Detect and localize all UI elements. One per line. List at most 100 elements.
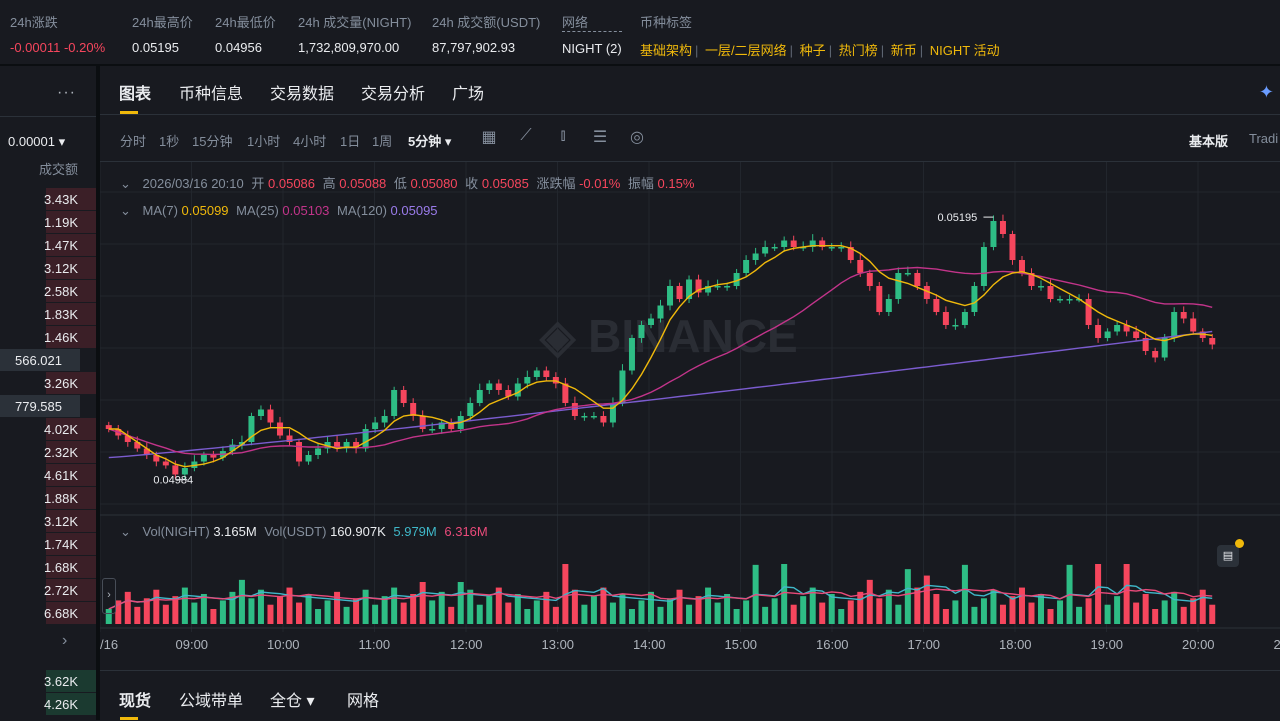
settings-sliders-icon[interactable]: ☰ — [590, 127, 610, 147]
candle-style-icon[interactable]: ⫾ — [553, 127, 573, 147]
tab-coin-info[interactable]: 币种信息 — [179, 80, 243, 104]
tab-trade-analysis[interactable]: 交易分析 — [361, 80, 425, 104]
stat-network[interactable]: 网络 NIGHT (2) — [562, 12, 622, 56]
ai-sparkle-icon[interactable]: ✦ — [1259, 82, 1274, 103]
interval-1s[interactable]: 1秒 — [159, 131, 179, 150]
tag-item[interactable]: 种子 — [800, 43, 826, 58]
precision-select[interactable]: 0.00001 ▾ — [8, 134, 65, 150]
orderbook-row[interactable]: 4.02K — [0, 418, 96, 440]
candle-body — [1209, 338, 1215, 345]
orderbook-amount: 4.26K — [44, 697, 78, 712]
orderbook-row[interactable]: 4.61K — [0, 464, 96, 486]
candle-body — [753, 254, 759, 261]
candle-body — [477, 390, 483, 403]
orderbook-row[interactable]: 3.12K — [0, 510, 96, 532]
orderbook-price[interactable]: 779.585 — [0, 395, 80, 417]
chevron-down-icon[interactable]: ⌄ — [120, 203, 131, 218]
orderbook-row[interactable]: 6.68K — [0, 602, 96, 624]
tag-item[interactable]: NIGHT 活动 — [930, 43, 1000, 58]
ohlc-low-label: 低 — [394, 176, 407, 191]
orderbook-row[interactable]: 3.43K — [0, 188, 96, 210]
x-axis-label: 2 — [1274, 637, 1280, 652]
orderbook-row[interactable]: 4.26K — [0, 693, 96, 715]
ohlc-amplitude-label: 振幅 — [628, 176, 654, 191]
orderbook-row[interactable]: 3.12K — [0, 257, 96, 279]
expand-left-icon[interactable]: › — [102, 578, 116, 614]
chevron-right-icon[interactable]: › — [62, 632, 67, 650]
tag-item[interactable]: 一层/二层网络 — [705, 43, 787, 58]
interval-4h[interactable]: 4小时 — [293, 131, 326, 150]
volume-bar — [591, 596, 597, 624]
orderbook-price[interactable]: 566.021 — [0, 349, 80, 371]
vol-night-value: 3.165M — [213, 524, 256, 539]
tab-grid[interactable]: 网格 — [347, 687, 379, 711]
tab-square[interactable]: 广场 — [452, 80, 484, 104]
orderbook-row[interactable]: 1.74K — [0, 533, 96, 555]
orderbook-row[interactable]: 1.19K — [0, 211, 96, 233]
orderbook-row[interactable]: 3.62K — [0, 670, 96, 692]
tradingview-toggle[interactable]: Tradi — [1249, 131, 1278, 146]
interval-1h[interactable]: 1小时 — [247, 131, 280, 150]
interval-1w[interactable]: 1周 — [372, 131, 392, 150]
stat-value: 0.05195 — [132, 40, 193, 55]
stat-label: 24h最低价 — [215, 12, 276, 31]
target-icon[interactable]: ◎ — [627, 127, 647, 147]
orderbook-amount: 4.61K — [44, 468, 78, 483]
calendar-icon[interactable]: ▦ — [479, 127, 499, 147]
orderbook-row[interactable]: 2.58K — [0, 280, 96, 302]
tag-item[interactable]: 基础架构 — [640, 43, 692, 58]
orderbook-row[interactable]: 1.83K — [0, 303, 96, 325]
more-icon[interactable]: ··· — [57, 84, 76, 102]
candle-body — [296, 442, 302, 462]
candle-body — [182, 468, 188, 475]
volume-bar — [1133, 603, 1139, 624]
interval-15m[interactable]: 15分钟 — [192, 131, 232, 150]
x-axis-label: 14:00 — [633, 637, 666, 652]
orderbook-row[interactable]: 1.46K — [0, 326, 96, 348]
interval-1d[interactable]: 1日 — [340, 131, 360, 150]
x-axis-label: 20:00 — [1182, 637, 1215, 652]
stat-label: 网络 — [562, 12, 622, 32]
chevron-down-icon[interactable]: ⌄ — [120, 524, 131, 539]
orderbook-amount: 6.68K — [44, 606, 78, 621]
volume-bar — [1086, 598, 1092, 624]
interval-tick[interactable]: 分时 — [120, 131, 146, 150]
x-axis-label: 15:00 — [725, 637, 758, 652]
tab-trade-data[interactable]: 交易数据 — [270, 80, 334, 104]
volume-bar — [1000, 605, 1006, 624]
basic-version-toggle[interactable]: 基本版 — [1189, 131, 1228, 150]
tags-label: 币种标签 — [640, 12, 1000, 31]
x-axis-label: 19:00 — [1091, 637, 1124, 652]
tab-spot[interactable]: 现货 — [119, 687, 151, 711]
ma120-value: 0.05095 — [391, 203, 438, 218]
chevron-down-icon[interactable]: ⌄ — [120, 176, 131, 191]
volume-bar — [924, 576, 930, 624]
orderbook-row[interactable]: 1.88K — [0, 487, 96, 509]
orderbook-row[interactable]: 3.26K — [0, 372, 96, 394]
tab-public-bracket[interactable]: 公域带单 — [179, 687, 243, 711]
calendar-event-icon[interactable]: ▤ — [1217, 545, 1239, 567]
candle-body — [201, 455, 207, 462]
tab-cross-margin[interactable]: 全仓 ▾ — [270, 687, 314, 711]
tag-item[interactable]: 新币 — [891, 43, 917, 58]
volume-bar — [743, 600, 749, 624]
orderbook-row[interactable]: 2.72K — [0, 579, 96, 601]
x-axis-label: 18:00 — [999, 637, 1032, 652]
orderbook-row[interactable]: 1.47K — [0, 234, 96, 256]
candle-body — [829, 247, 835, 249]
volume-ma2-line — [109, 589, 1212, 609]
tab-chart[interactable]: 图表 — [119, 80, 151, 104]
candle-body — [1067, 299, 1073, 301]
volume-bar — [153, 590, 159, 624]
interval-5m-select[interactable]: 5分钟 ▾ — [408, 131, 451, 150]
volume-bar — [134, 607, 140, 624]
indicator-icon[interactable]: ⟋ — [516, 127, 536, 147]
tag-item[interactable]: 热门榜 — [839, 43, 878, 58]
candle-body — [496, 384, 502, 391]
ma25-label: MA(25) — [236, 203, 279, 218]
orderbook-row[interactable]: 2.32K — [0, 441, 96, 463]
x-axis-label: 11:00 — [359, 637, 391, 652]
orderbook-row[interactable]: 1.68K — [0, 556, 96, 578]
